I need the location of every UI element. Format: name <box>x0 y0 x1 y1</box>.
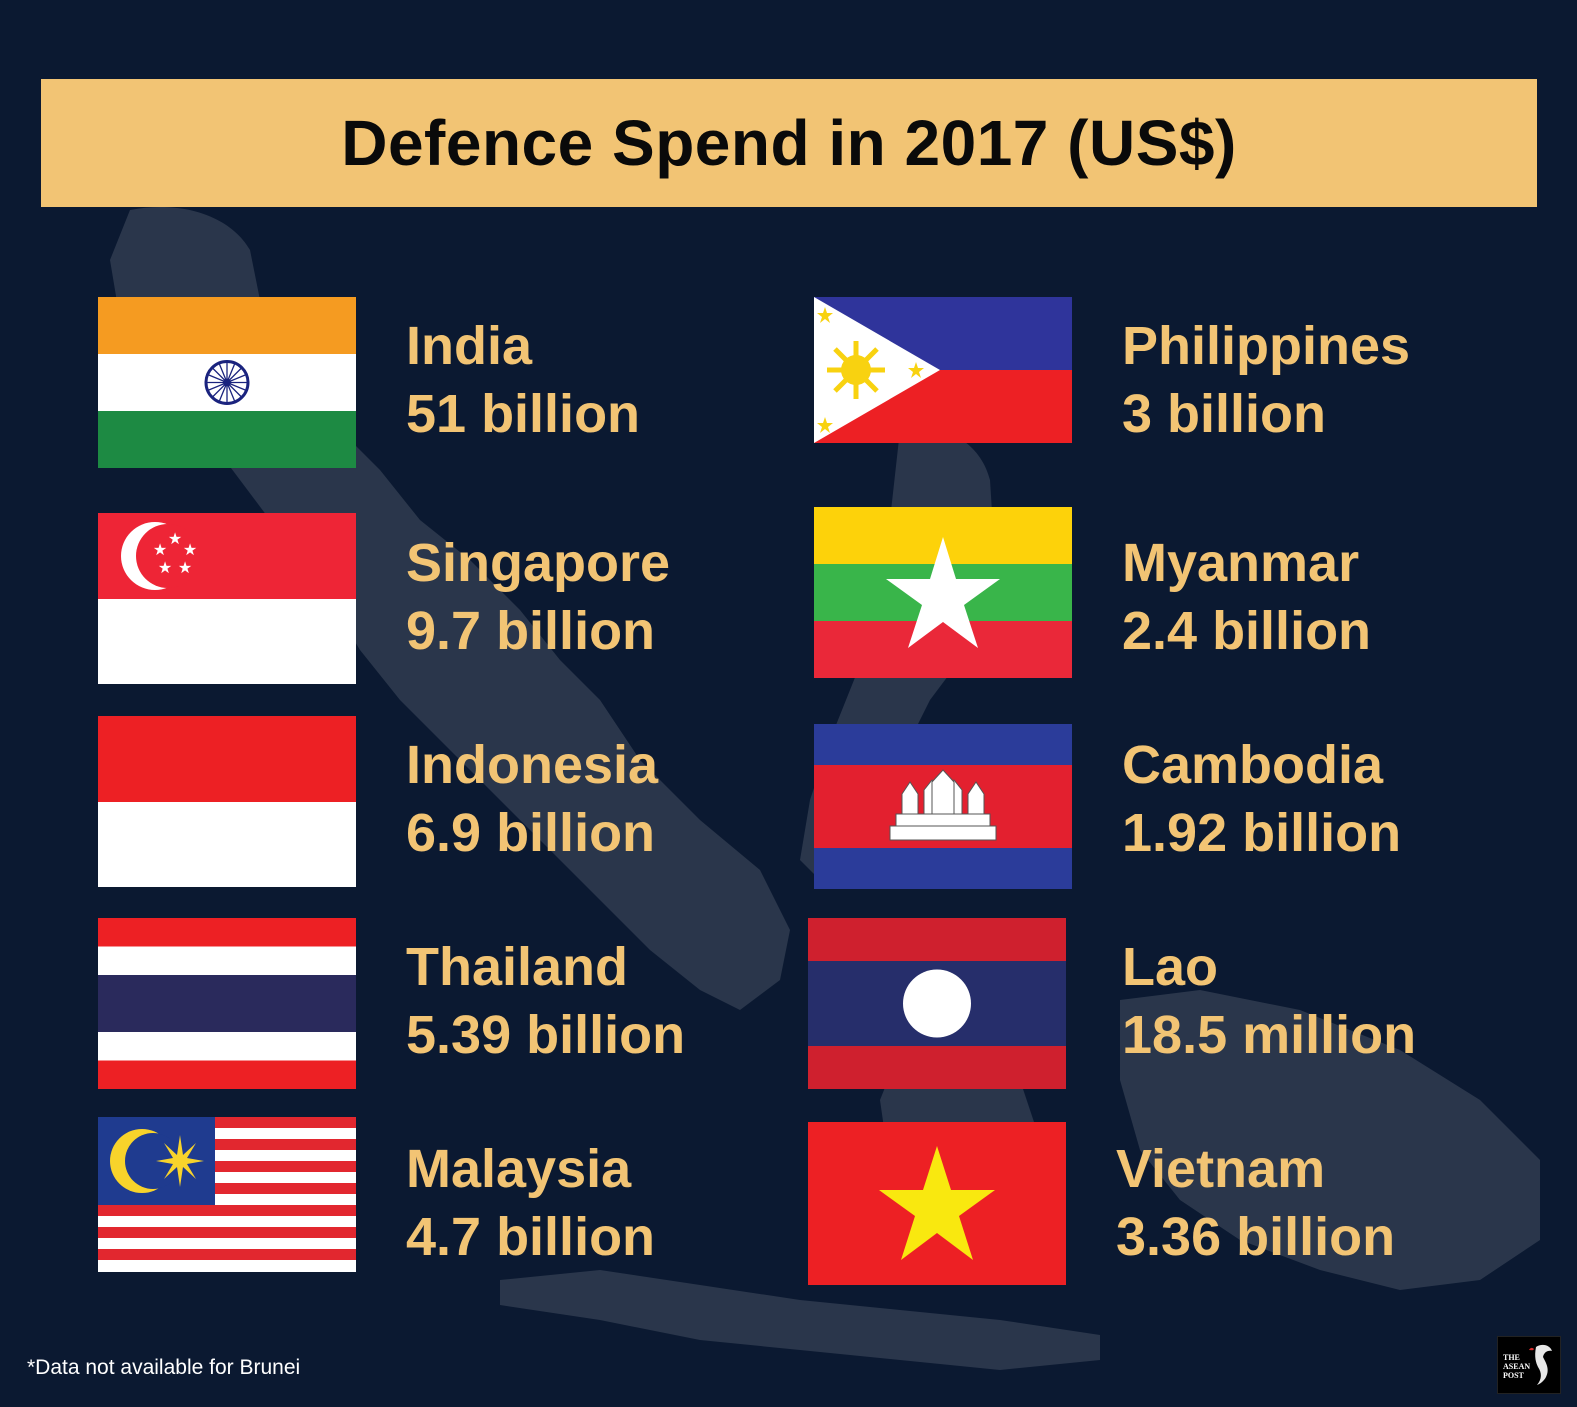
logo-line: POST <box>1503 1371 1524 1380</box>
spend-value: 3.36 billion <box>1116 1207 1396 1267</box>
asean-post-logo: THE ASEAN POST <box>1497 1336 1561 1394</box>
bird-icon <box>1529 1344 1552 1385</box>
india-flag <box>98 297 356 468</box>
singapore-flag: ★ ★ ★ ★ ★ <box>98 513 356 684</box>
spend-value: 2.4 billion <box>1122 601 1372 661</box>
page-title: Defence Spend in 2017 (US$) <box>341 107 1237 179</box>
country-name: Singapore <box>406 533 671 593</box>
logo-line: ASEAN <box>1503 1362 1531 1371</box>
country-name: Philippines <box>1122 316 1411 376</box>
svg-text:★: ★ <box>158 558 172 577</box>
spend-value: 4.7 billion <box>406 1207 656 1267</box>
spend-value: 1.92 billion <box>1122 803 1402 863</box>
title-banner: Defence Spend in 2017 (US$) <box>41 79 1537 207</box>
spend-value: 5.39 billion <box>406 1005 686 1065</box>
indonesia-flag <box>98 716 356 887</box>
country-name: Vietnam <box>1116 1139 1326 1199</box>
country-name: Myanmar <box>1122 533 1360 593</box>
spend-value: 51 billion <box>406 384 641 444</box>
spend-value: 18.5 million <box>1122 1005 1417 1065</box>
svg-text:★: ★ <box>178 558 192 577</box>
country-name: India <box>406 316 533 376</box>
spend-value: 3 billion <box>1122 384 1327 444</box>
philippines-flag <box>814 297 1072 443</box>
country-name: Thailand <box>406 937 629 997</box>
thailand-flag <box>98 918 356 1089</box>
spend-value: 9.7 billion <box>406 601 656 661</box>
footnote: *Data not available for Brunei <box>27 1356 301 1379</box>
svg-text:★: ★ <box>168 529 182 548</box>
country-name: Cambodia <box>1122 735 1384 795</box>
myanmar-flag <box>814 507 1072 678</box>
svg-text:★: ★ <box>153 540 167 559</box>
logo-line: THE <box>1503 1353 1520 1362</box>
country-name: Indonesia <box>406 735 659 795</box>
laos-flag <box>808 918 1066 1089</box>
country-name: Lao <box>1122 937 1219 997</box>
cambodia-flag <box>814 724 1072 889</box>
spend-value: 6.9 billion <box>406 803 656 863</box>
malaysia-flag <box>98 1117 356 1272</box>
svg-text:★: ★ <box>183 540 197 559</box>
vietnam-flag <box>808 1122 1066 1285</box>
country-name: Malaysia <box>406 1139 632 1199</box>
